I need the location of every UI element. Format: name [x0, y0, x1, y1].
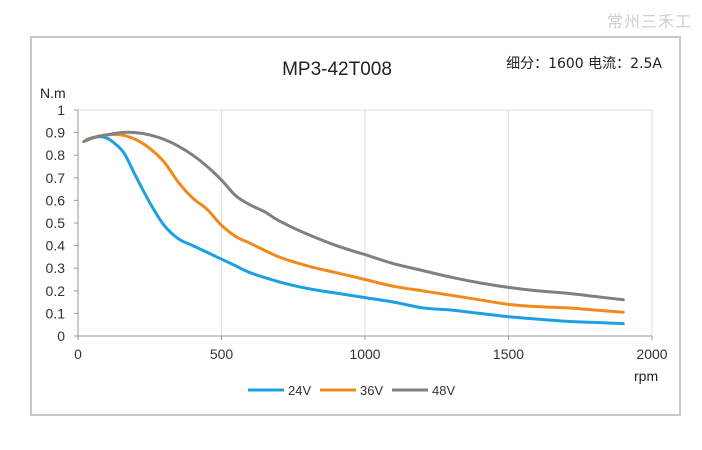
y-tick-label: 1 — [57, 102, 65, 118]
legend: 24V 36V 48V — [248, 383, 455, 398]
series-line-48V — [82, 130, 625, 302]
chart-title: MP3-42T008 — [282, 59, 392, 80]
series-line-24V — [85, 135, 625, 326]
watermark-text: 常州三禾工 — [606, 12, 692, 31]
torque-speed-chart: MP3-42T008 细分：1600 电流：2.5A N.m rpm 00.10… — [40, 56, 668, 398]
y-tick-label: 0.2 — [46, 283, 66, 299]
x-tick-label: 0 — [74, 346, 82, 362]
y-tick-labels: 0 0.1 0.2 0.3 0.4 0.5 0.6 0.7 0.8 0.9 1 — [46, 102, 66, 344]
grid-lines — [78, 109, 653, 336]
x-tick-labels: 0 500 1000 1500 2000 — [74, 346, 668, 362]
x-tick-label: 500 — [210, 346, 234, 362]
x-tick-label: 1000 — [349, 346, 380, 362]
legend-label-36V: 36V — [360, 383, 383, 398]
axes — [74, 109, 653, 340]
y-tick-label: 0.3 — [46, 260, 66, 276]
legend-label-24V: 24V — [288, 383, 311, 398]
x-tick-label: 2000 — [636, 346, 667, 362]
y-tick-label: 0.1 — [46, 305, 66, 321]
series-lines — [82, 130, 625, 326]
y-tick-label: 0 — [57, 328, 65, 344]
chart-frame: MP3-42T008 细分：1600 电流：2.5A N.m rpm 0 0.1 0… — [30, 36, 681, 416]
y-tick-label: 0.4 — [46, 238, 66, 254]
y-tick-label: 0.7 — [46, 170, 66, 186]
legend-label-48V: 48V — [432, 383, 455, 398]
drive-settings-label: 细分：1600 电流：2.5A — [506, 56, 662, 72]
y-tick-label: 0.8 — [46, 147, 66, 163]
x-tick-label: 1500 — [493, 346, 524, 362]
y-tick-label: 0.6 — [46, 192, 66, 208]
y-tick-label: 0.5 — [46, 215, 66, 231]
x-axis-label: rpm — [634, 368, 658, 384]
y-tick-label: 0.9 — [46, 125, 66, 141]
y-axis-label: N.m — [40, 85, 66, 101]
series-line-36V — [85, 132, 625, 314]
